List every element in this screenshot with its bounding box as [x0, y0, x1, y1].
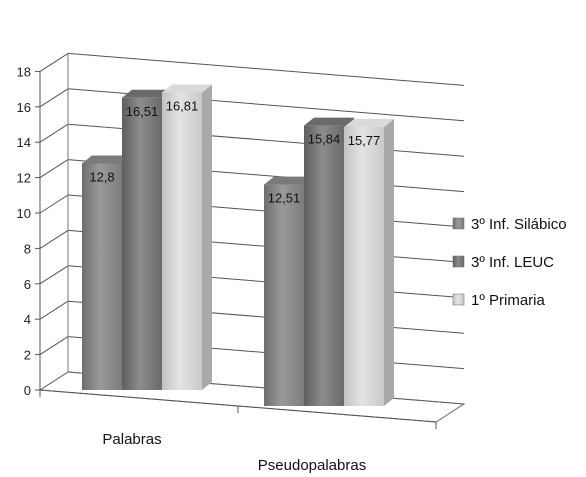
- legend-swatch: [452, 217, 465, 230]
- gridline-side: [39, 371, 69, 391]
- bar-top: [162, 84, 212, 93]
- bar-top: [82, 155, 132, 164]
- legend-label: 3º Inf. Silábico: [471, 216, 567, 233]
- gridline: [67, 52, 465, 86]
- bar-front: [82, 163, 122, 390]
- gridline-side: [39, 336, 69, 356]
- gridline-side: [39, 123, 69, 143]
- bar-front: [304, 125, 344, 406]
- gridline-side: [39, 52, 69, 72]
- gridline-side: [39, 300, 69, 320]
- y-tick-label: 8: [24, 241, 31, 256]
- legend-item: 3º Inf. LEUC: [452, 254, 554, 271]
- bar-top: [264, 176, 314, 185]
- gridline-side: [39, 229, 69, 249]
- bar-top: [344, 118, 394, 127]
- bar-front: [122, 97, 162, 390]
- y-tick-label: 6: [24, 277, 31, 292]
- bar: [162, 84, 212, 390]
- data-labels: 12,8 16,51 16,81 12,51 15,84 15,77: [89, 98, 380, 205]
- y-tick-label: 10: [17, 206, 31, 221]
- data-label: 15,77: [348, 133, 381, 148]
- legend-item: 1º Primaria: [452, 292, 545, 309]
- y-tick-label: 18: [17, 64, 31, 79]
- y-tick-label: 14: [17, 135, 31, 150]
- legend: 3º Inf. Silábico 3º Inf. LEUC 1º Primaria: [452, 216, 567, 309]
- bar-front: [162, 92, 202, 390]
- y-tick-label: 2: [24, 348, 31, 363]
- legend-swatch: [452, 255, 465, 268]
- bar-front: [264, 184, 304, 406]
- gridline-side: [39, 159, 69, 179]
- gridline-side: [39, 194, 69, 214]
- bar-side: [202, 84, 212, 390]
- gridline-side: [39, 88, 69, 108]
- bars: [82, 84, 394, 406]
- legend-label: 3º Inf. LEUC: [471, 254, 554, 271]
- y-tick-label: 4: [24, 312, 31, 327]
- legend-item: 3º Inf. Silábico: [452, 216, 567, 233]
- gridline-side: [39, 265, 69, 285]
- y-tick-label: 0: [24, 383, 31, 398]
- bar: [344, 118, 394, 406]
- bar-side: [384, 118, 394, 406]
- y-tick-label: 16: [17, 100, 31, 115]
- bar-top: [122, 89, 172, 98]
- x-category-label: Palabras: [102, 431, 161, 448]
- legend-swatch: [452, 293, 465, 306]
- data-label: 12,8: [89, 169, 114, 184]
- y-tick-label: 12: [17, 171, 31, 186]
- bar-top: [304, 117, 354, 126]
- legend-label: 1º Primaria: [471, 292, 545, 309]
- data-label: 16,81: [166, 98, 199, 113]
- bar-front: [344, 126, 384, 406]
- x-category-label: Pseudopalabras: [258, 457, 366, 474]
- data-label: 12,51: [268, 191, 301, 206]
- data-label: 16,51: [126, 104, 159, 119]
- data-label: 15,84: [308, 132, 341, 147]
